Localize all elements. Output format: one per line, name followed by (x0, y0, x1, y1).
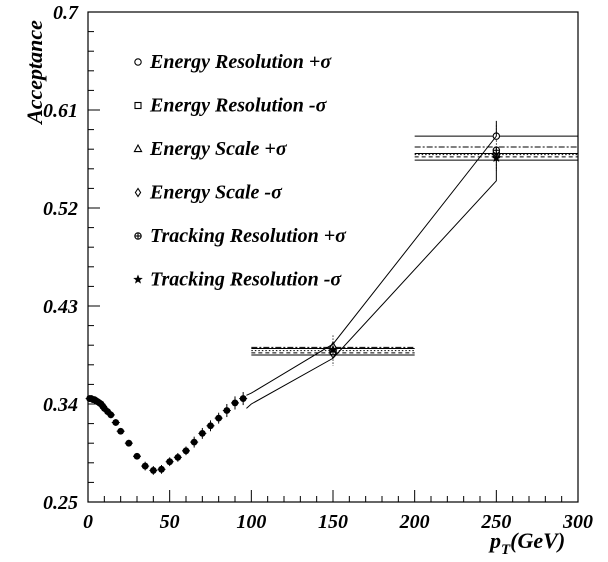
envelope-upper-line (246, 120, 497, 396)
legend-marker (134, 58, 142, 66)
y-axis-ticks: 0.25 0.34 0.43 0.52 0.61 0.7 (43, 2, 100, 514)
legend-entry: Energy Scale -σ (149, 182, 283, 204)
data-point (215, 414, 223, 422)
data-point (198, 430, 206, 437)
y-tick-label: 0.7 (53, 2, 79, 24)
x-tick-label: 0 (83, 511, 93, 533)
legend-entry: Tracking Resolution +σ (150, 225, 347, 247)
x-axis-title-rest: (GeV) (510, 528, 565, 553)
data-point (239, 395, 247, 402)
plot-border (87, 11, 579, 503)
data-point (223, 407, 231, 414)
x-axis-title-sub: T (501, 542, 511, 558)
x-axis-title-main: p (488, 528, 501, 553)
data-point (112, 419, 120, 426)
data-point (133, 452, 141, 460)
legend-marker (134, 232, 142, 240)
legend-marker (133, 143, 143, 153)
data-point (190, 438, 198, 446)
legend-entry: Energy Resolution -σ (149, 95, 328, 117)
data-point (182, 447, 190, 455)
x-axis-ticks: 0 50 100 150 200 250 300 (83, 490, 593, 533)
data-point (158, 465, 165, 473)
data-point (231, 399, 239, 407)
data-point (107, 411, 115, 419)
plot-frame (87, 11, 579, 503)
data-point (149, 467, 157, 474)
y-tick-label: 0.34 (43, 394, 78, 416)
y-tick-label: 0.52 (43, 198, 78, 220)
x-tick-label: 100 (236, 511, 266, 533)
data-point (125, 439, 133, 447)
legend-entry: Tracking Resolution -σ (150, 269, 342, 291)
y-tick-label: 0.43 (43, 296, 78, 318)
y-tick-label: 0.25 (43, 492, 78, 514)
x-tick-label: 50 (160, 511, 180, 533)
x-axis-title: pT(GeV) (488, 528, 565, 558)
x-tick-label: 200 (399, 511, 430, 533)
data-point (117, 427, 125, 435)
legend-marker (134, 187, 142, 198)
legend-entry: Energy Scale +σ (149, 138, 288, 160)
legend: Energy Resolution +σ Energy Resolution -σ… (133, 51, 347, 291)
y-tick-label: 0.61 (43, 100, 78, 122)
legend-marker (133, 274, 143, 284)
x-tick-label: 300 (562, 511, 593, 533)
data-point (141, 462, 149, 470)
y-axis-title: Acceptance (22, 20, 47, 126)
data-point (174, 453, 182, 461)
data-point (166, 458, 174, 466)
legend-entry: Energy Resolution +σ (149, 51, 332, 73)
bin-marker (328, 344, 338, 354)
envelope-lower-line (246, 148, 497, 409)
envelope-lines (246, 120, 497, 409)
x-tick-label: 150 (318, 511, 348, 533)
x-tick-label: 250 (480, 511, 511, 533)
legend-marker (134, 101, 142, 110)
data-point (207, 422, 214, 430)
data-points (85, 392, 248, 475)
